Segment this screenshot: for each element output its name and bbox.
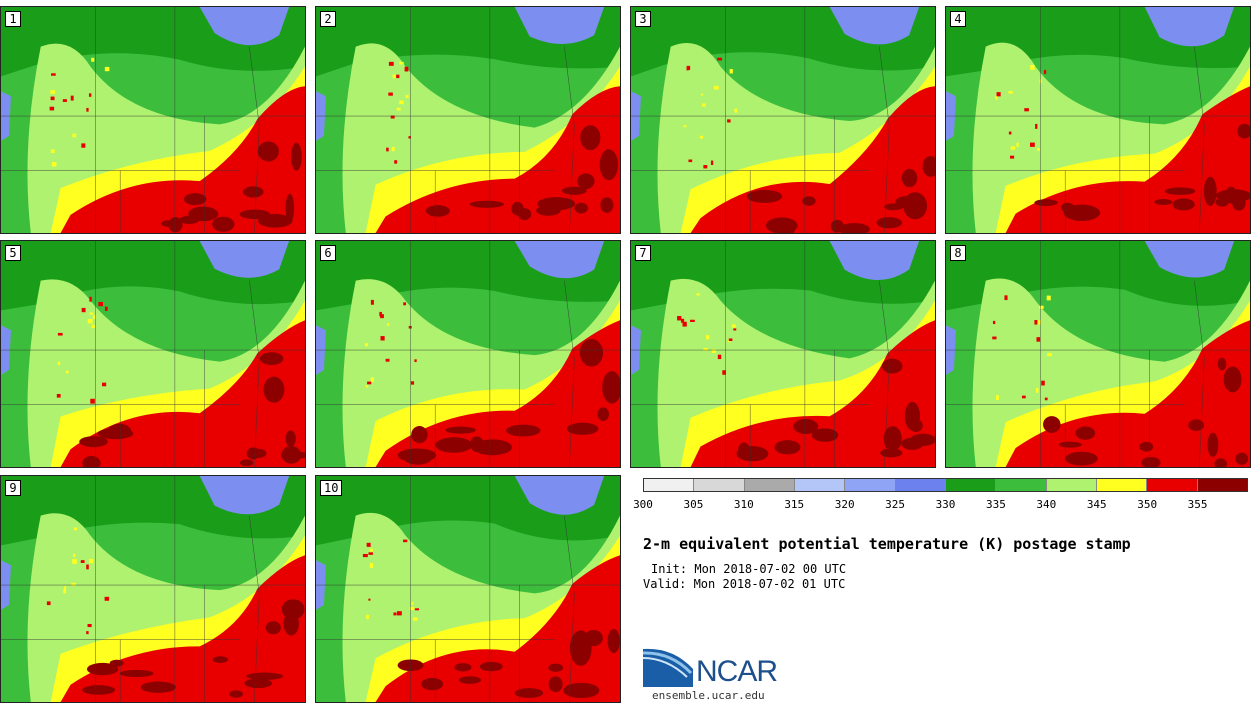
colorbar-swatch [744,479,795,491]
ensemble-member-panel-10: 10 [315,475,621,703]
colorbar-tick-label: 315 [784,498,805,511]
temperature-map [1,7,305,233]
ensemble-member-panel-4: 4 [945,6,1251,234]
ncar-logo-text: NCAR [696,655,778,688]
colorbar-swatch [694,479,745,491]
colorbar-ticks: 300 305 310 315 320 325 330 335 340 345 350 355 [633,498,1248,512]
colorbar-tick-label: 340 [1036,498,1057,511]
member-number-label: 6 [320,245,336,261]
temperature-map [946,7,1250,233]
colorbar-swatch [1046,479,1097,491]
member-number-label: 4 [950,11,966,27]
colorbar-swatch [895,479,946,491]
colorbar-swatch [996,479,1047,491]
colorbar-swatch [1096,479,1148,491]
colorbar-tick-label: 330 [935,498,956,511]
ensemble-member-panel-5: 5 [0,240,306,468]
temperature-map [631,7,935,233]
temperature-map [1,241,305,467]
colorbar-swatch [1197,479,1247,491]
colorbar-swatch [845,479,896,491]
colorbar-swatch [1147,479,1198,491]
ensemble-member-panel-2: 2 [315,6,621,234]
init-time: Init: Mon 2018-07-02 00 UTC [651,562,847,576]
temperature-map [946,241,1250,467]
colorbar-tick-label: 320 [834,498,855,511]
temperature-map [316,7,620,233]
member-number-label: 8 [950,245,966,261]
ensemble-member-panel-6: 6 [315,240,621,468]
member-number-label: 1 [5,11,21,27]
colorbar-tick-label: 325 [885,498,906,511]
member-number-label: 7 [635,245,651,261]
logo-url-text: ensemble.ucar.edu [652,689,765,702]
colorbar-tick-label: 305 [683,498,704,511]
colorbar-tick-label: 335 [985,498,1006,511]
colorbar-swatch [644,479,695,491]
colorbar-swatch [794,479,846,491]
member-number-label: 2 [320,11,336,27]
temperature-map [316,241,620,467]
ensemble-member-panel-8: 8 [945,240,1251,468]
ensemble-member-panel-3: 3 [630,6,936,234]
plot-title: 2-m equivalent potential temperature (K)… [643,535,1131,553]
ensemble-member-panel-7: 7 [630,240,936,468]
ncar-logo-icon [643,648,693,687]
member-number-label: 9 [5,480,21,496]
member-number-label: 3 [635,11,651,27]
colorbar-tick-label: 350 [1137,498,1158,511]
ensemble-member-panel-9: 9 [0,475,306,703]
colorbar-tick-label: 300 [633,498,653,511]
valid-time: Valid: Mon 2018-07-02 01 UTC [643,577,846,591]
member-number-label: 10 [320,480,343,496]
colorbar-tick-label: 345 [1086,498,1107,511]
temperature-map [631,241,935,467]
member-number-label: 5 [5,245,21,261]
temperature-map [1,476,305,702]
colorbar-tick-label: 355 [1187,498,1208,511]
colorbar [643,478,1248,492]
colorbar-tick-label: 310 [733,498,754,511]
ensemble-member-panel-1: 1 [0,6,306,234]
colorbar-swatch [945,479,997,491]
temperature-map [316,476,620,702]
